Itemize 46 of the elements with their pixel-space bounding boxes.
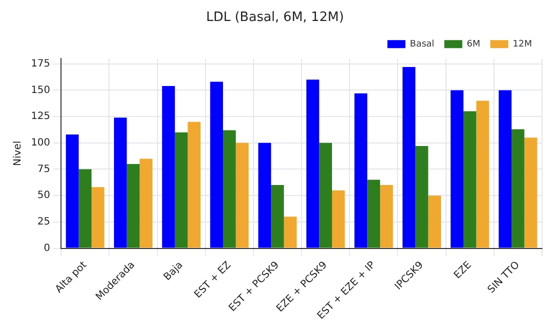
x-tick-label: Alta pot bbox=[54, 260, 90, 296]
y-tick-label: 100 bbox=[30, 137, 50, 148]
y-tick-label: 175 bbox=[30, 58, 50, 70]
bar bbox=[332, 190, 345, 248]
bar bbox=[222, 130, 236, 248]
y-tick-label: 150 bbox=[30, 84, 50, 96]
legend-label: Basal bbox=[410, 39, 434, 50]
y-tick-label: 125 bbox=[30, 111, 50, 122]
bar bbox=[463, 111, 476, 248]
bar bbox=[162, 86, 175, 248]
legend-label: 12M bbox=[512, 39, 532, 50]
bar bbox=[126, 164, 140, 248]
bar bbox=[354, 93, 368, 248]
bar bbox=[66, 134, 79, 248]
bar bbox=[271, 185, 284, 248]
bar bbox=[498, 90, 512, 248]
bar bbox=[92, 187, 104, 248]
bar bbox=[114, 118, 127, 248]
bar bbox=[402, 67, 416, 248]
bar bbox=[450, 90, 464, 248]
bar bbox=[258, 142, 272, 248]
bar bbox=[524, 138, 538, 248]
y-axis-title: Nivel bbox=[12, 140, 24, 166]
bar bbox=[415, 146, 428, 248]
legend-label: 6M bbox=[466, 39, 480, 50]
y-tick-label: 75 bbox=[37, 164, 50, 175]
bar bbox=[319, 142, 332, 248]
bar bbox=[174, 132, 188, 248]
y-tick-label: 25 bbox=[37, 216, 50, 228]
bar bbox=[380, 185, 393, 248]
bar bbox=[476, 100, 490, 248]
x-tick-label: Baja bbox=[162, 260, 186, 283]
y-tick-label: 50 bbox=[37, 190, 50, 202]
x-tick-label: SIN TTO bbox=[486, 260, 522, 296]
bar bbox=[428, 196, 442, 248]
bar bbox=[188, 122, 201, 248]
bar bbox=[236, 142, 249, 248]
bar bbox=[210, 82, 223, 248]
bar bbox=[140, 158, 152, 248]
bar bbox=[284, 216, 297, 248]
chart-title: LDL (Basal, 6M, 12M) bbox=[206, 10, 344, 26]
bar bbox=[78, 169, 92, 248]
bar bbox=[367, 180, 380, 248]
y-tick-label: 0 bbox=[44, 242, 50, 254]
bar bbox=[306, 80, 320, 248]
bar bbox=[512, 129, 524, 248]
